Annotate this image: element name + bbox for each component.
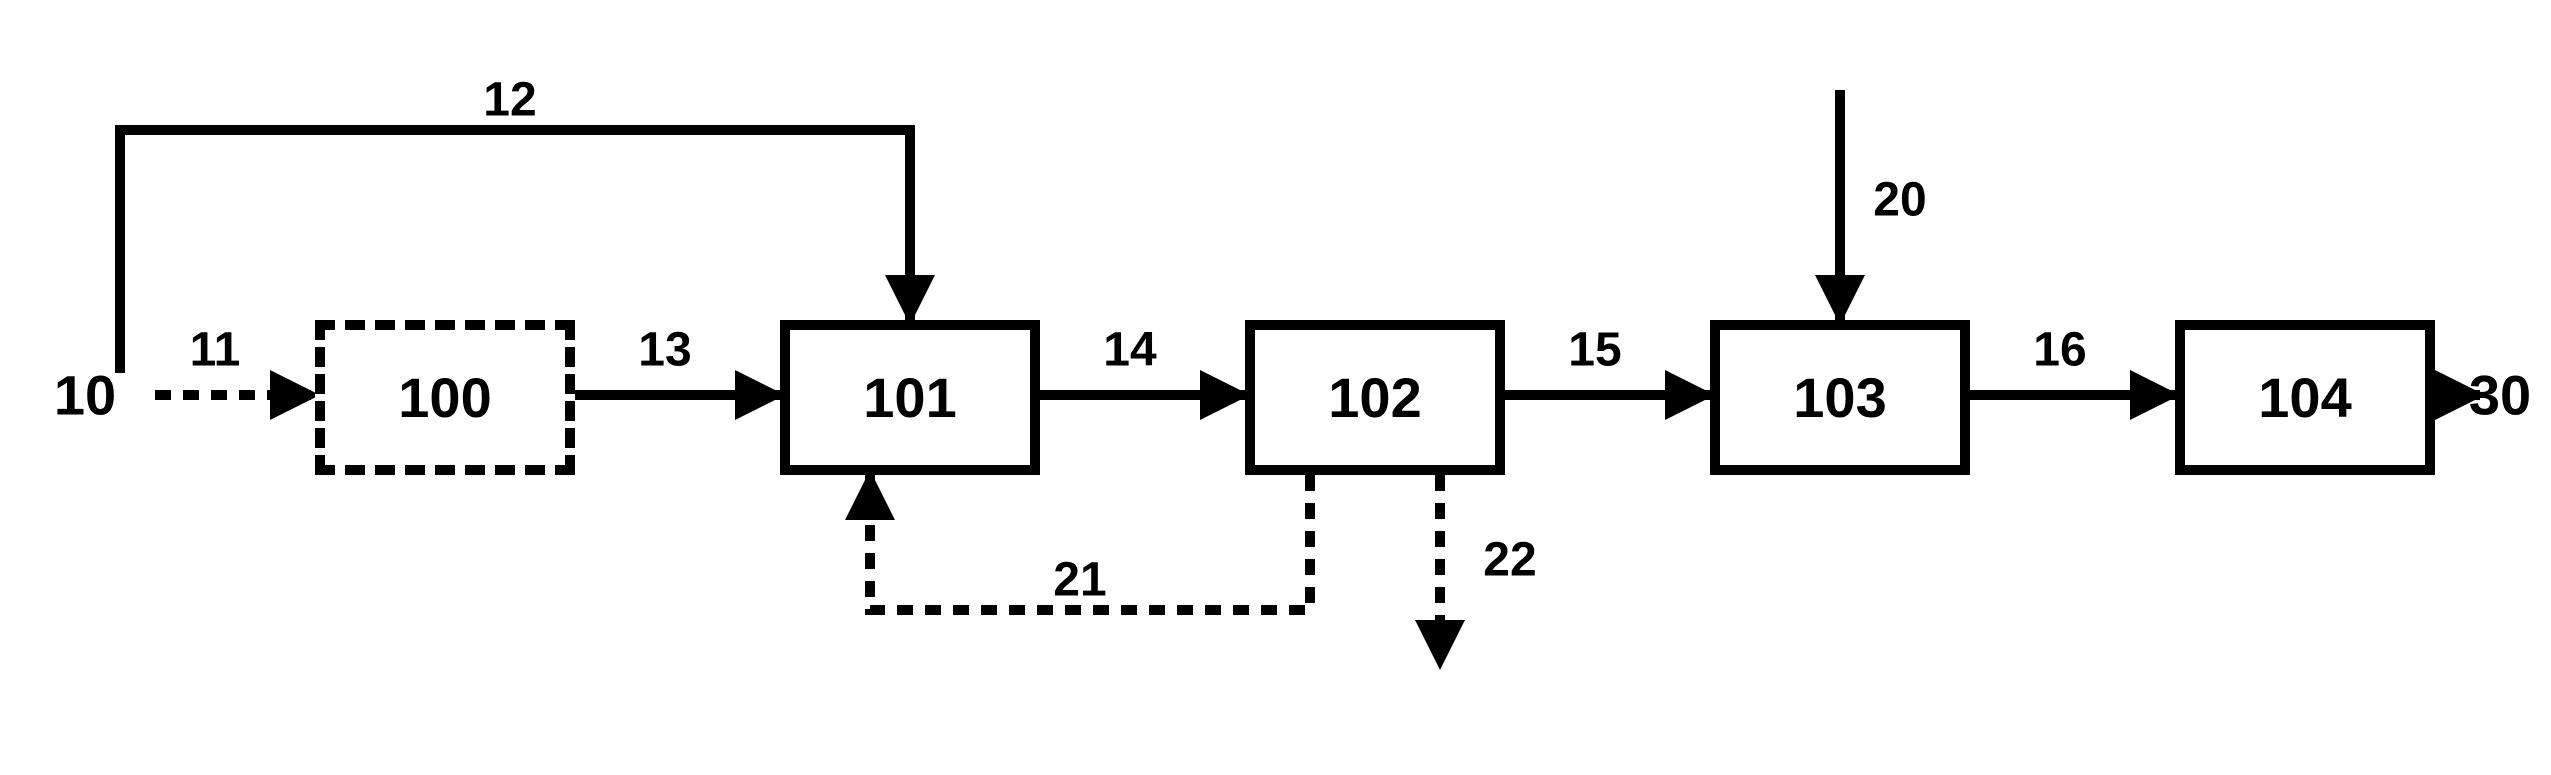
node-103: 103: [1710, 320, 1970, 475]
node-10: 10: [54, 363, 116, 428]
edge-label-22: 22: [1483, 533, 1536, 588]
edge-label-20: 20: [1873, 173, 1926, 228]
edge-label-16: 16: [2033, 323, 2086, 378]
edge-label-21: 21: [1053, 553, 1106, 608]
node-30: 30: [2469, 363, 2531, 428]
edge-label-13: 13: [638, 323, 691, 378]
edge-label-14: 14: [1103, 323, 1156, 378]
node-101: 101: [780, 320, 1040, 475]
node-102: 102: [1245, 320, 1505, 475]
node-104: 104: [2175, 320, 2435, 475]
edge-label-11: 11: [190, 323, 241, 378]
edge-label-15: 15: [1568, 323, 1621, 378]
edge-label-12: 12: [483, 73, 536, 128]
node-100: 100: [315, 320, 575, 475]
